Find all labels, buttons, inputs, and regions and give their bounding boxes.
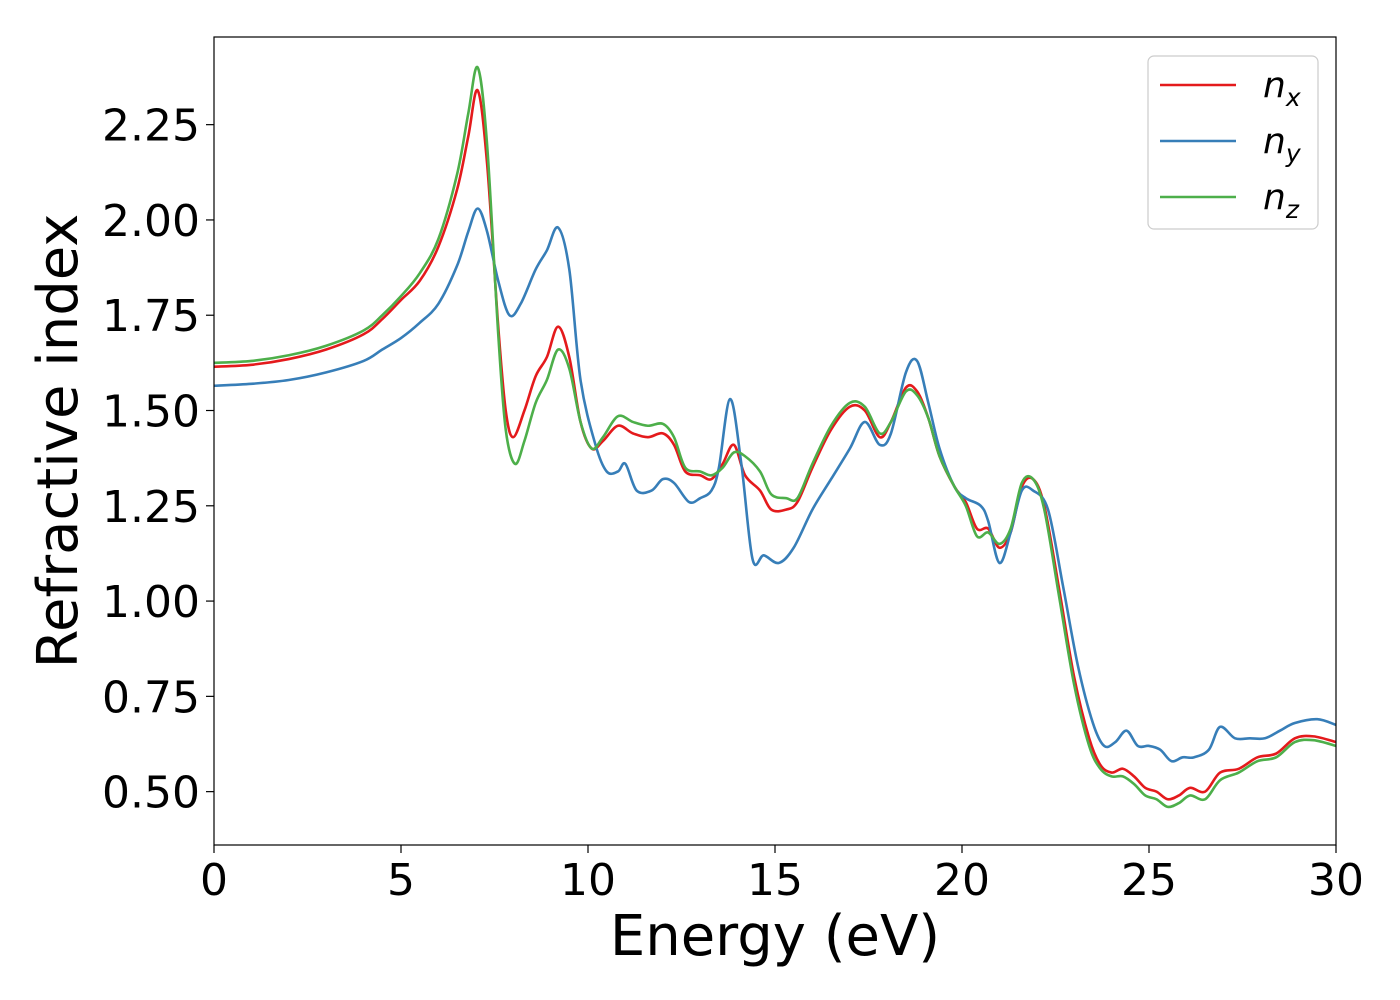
legend-label-sub-n-x: x [1285, 83, 1301, 112]
y-tick-label-1.75: 1.75 [102, 291, 200, 342]
legend-box [1147, 55, 1319, 230]
y-tick-label-0.5: 0.50 [102, 768, 200, 819]
x-tick-label-20: 20 [934, 855, 990, 906]
legend-label-n-y: ny [1263, 121, 1302, 168]
series-layer [213, 65, 1337, 809]
legend-label-base-n-y: n [1263, 121, 1286, 162]
x-tick-label-30: 30 [1308, 855, 1364, 906]
y-tick-label-1: 1.00 [102, 577, 200, 628]
x-tick-label-15: 15 [747, 855, 803, 906]
x-tick-label-5: 5 [387, 855, 415, 906]
x-axis: 0 5 10 15 20 25 30 [200, 845, 1364, 906]
y-tick-label-2: 2.00 [102, 196, 200, 247]
legend-label-n-x: nx [1263, 65, 1301, 112]
x-tick-label-10: 10 [560, 855, 616, 906]
legend-label-sub-n-y: y [1285, 139, 1302, 168]
y-tick-label-1.5: 1.50 [102, 387, 200, 438]
legend-label-base-n-x: n [1263, 65, 1286, 106]
series-line-n-y [213, 207, 1337, 763]
legend-label-base-n-z: n [1263, 177, 1286, 218]
legend-label-n-z: nz [1263, 177, 1300, 224]
x-axis-title: Energy (eV) [610, 904, 940, 969]
y-tick-label-1.25: 1.25 [102, 482, 200, 533]
y-tick-label-0.75: 0.75 [102, 672, 200, 723]
y-tick-label-2.25: 2.25 [102, 101, 200, 152]
x-tick-label-0: 0 [200, 855, 228, 906]
series-line-n-z [213, 65, 1337, 809]
x-tick-label-25: 25 [1121, 855, 1177, 906]
y-axis: 0.50 0.75 1.00 1.25 1.50 1.75 2.00 2.25 [102, 101, 214, 819]
y-axis-title: Refractive index [26, 214, 91, 669]
legend-label-sub-n-z: z [1285, 195, 1300, 224]
